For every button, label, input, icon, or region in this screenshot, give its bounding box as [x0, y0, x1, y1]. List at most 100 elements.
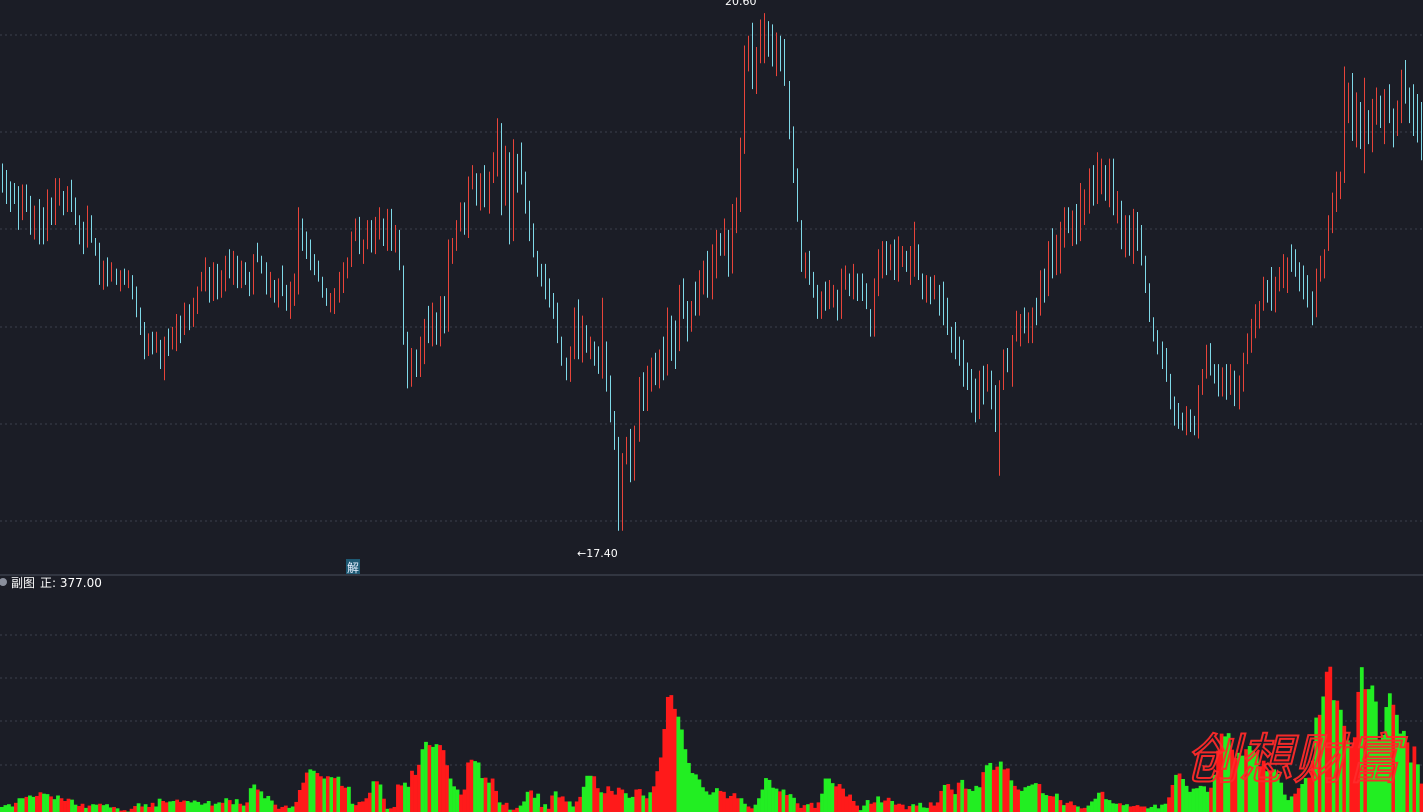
signal-marker[interactable]: 解: [346, 559, 360, 575]
volume-bar: [585, 775, 590, 812]
volume-bar: [1040, 793, 1045, 812]
volume-bar: [322, 778, 327, 812]
volume-bar: [459, 794, 463, 812]
volume-bar: [1093, 798, 1098, 812]
volume-bar: [59, 798, 64, 812]
volume-bar: [101, 805, 106, 812]
volume-bar: [143, 804, 148, 812]
volume-bar: [529, 790, 534, 812]
volume-bar: [105, 804, 109, 812]
volume-bar: [262, 798, 267, 812]
volume-bar: [283, 805, 288, 812]
volume-bar: [1373, 701, 1378, 812]
volume-bar: [199, 804, 204, 812]
volume-bar: [757, 798, 761, 812]
volume-bar: [77, 806, 81, 812]
volume-bar: [879, 802, 884, 812]
volume-bar: [788, 794, 793, 812]
volume-bar: [1377, 741, 1382, 812]
volume-bar: [662, 729, 667, 812]
volume-bar: [1405, 742, 1410, 812]
volume-bar: [658, 757, 663, 812]
volume-bar: [1321, 696, 1326, 812]
volume-bar: [87, 805, 92, 812]
volume-bar: [157, 798, 162, 812]
volume-bar: [273, 804, 278, 812]
volume-bar: [1240, 755, 1245, 812]
volume-bar: [893, 804, 898, 812]
volume-bar: [1198, 785, 1203, 812]
volume-bar: [14, 802, 18, 812]
volume-bar: [1118, 803, 1122, 812]
volume-bar: [578, 796, 583, 812]
volume-bar: [995, 766, 1000, 812]
volume-bar: [80, 803, 85, 812]
volume-bar: [1408, 762, 1413, 812]
volume-bar: [778, 791, 782, 812]
volume-bar: [613, 794, 618, 812]
volume-bar: [403, 782, 407, 812]
volume-bar: [452, 786, 456, 812]
volume-bar: [1356, 691, 1361, 812]
volume-bar: [904, 809, 909, 812]
volume-bar: [182, 800, 187, 812]
volume-bar: [750, 808, 754, 812]
volume-bar: [217, 802, 222, 812]
volume-bar: [52, 799, 57, 812]
volume-bar: [858, 810, 863, 812]
volume-bar: [154, 806, 159, 812]
volume-bar: [1261, 760, 1266, 812]
volume-bar: [1230, 749, 1235, 812]
volume-bar: [192, 800, 197, 812]
volume-bar: [816, 802, 821, 812]
volume-bar: [820, 793, 824, 812]
volume-bar: [17, 798, 22, 812]
volume-bar: [231, 804, 236, 812]
volume-bar: [1132, 806, 1136, 812]
volume-bar: [378, 784, 383, 812]
volume-bar: [588, 775, 593, 812]
volume-bar: [697, 779, 702, 812]
volume-bar: [939, 790, 944, 812]
volume-bar: [669, 695, 674, 812]
volume-bar: [308, 769, 313, 812]
volume-bar: [1363, 689, 1368, 812]
volume-bar: [504, 802, 509, 812]
volume-bar: [332, 778, 337, 812]
volume-bar: [445, 765, 449, 812]
volume-bar: [1044, 795, 1049, 812]
volume-bar: [700, 787, 705, 812]
volume-bar: [1324, 671, 1329, 812]
volume-bar: [354, 805, 358, 812]
volume-bar: [269, 800, 274, 812]
volume-bar: [339, 785, 344, 812]
volume-bar: [1069, 801, 1073, 812]
volume-bar: [1191, 788, 1196, 812]
volume-bar: [413, 774, 418, 812]
volume-bar: [595, 788, 600, 812]
volume-bar: [1083, 807, 1087, 812]
volume-bar: [1317, 714, 1322, 812]
volume-bar: [336, 776, 341, 812]
volume-bar: [189, 802, 194, 812]
volume-bar: [550, 795, 555, 812]
volume-bar: [122, 810, 127, 812]
volume-bar: [907, 806, 912, 812]
volume-bar: [1051, 796, 1056, 812]
volume-bar: [385, 808, 390, 812]
volume-bar: [1296, 788, 1301, 812]
volume-bar: [448, 778, 453, 812]
volume-bar: [1009, 780, 1014, 812]
volume-bar: [679, 729, 684, 812]
volume-bar: [935, 802, 940, 812]
volume-bar: [1209, 787, 1213, 812]
volume-bar: [168, 801, 173, 812]
volume-bar: [1195, 788, 1199, 812]
volume-bar: [1026, 785, 1031, 812]
volume-bar: [494, 790, 498, 812]
volume-bar: [136, 803, 141, 812]
volume-bar: [1100, 791, 1105, 812]
volume-bar: [932, 805, 937, 812]
volume-bar: [252, 784, 257, 812]
subchart-toggle-icon[interactable]: [0, 578, 7, 586]
